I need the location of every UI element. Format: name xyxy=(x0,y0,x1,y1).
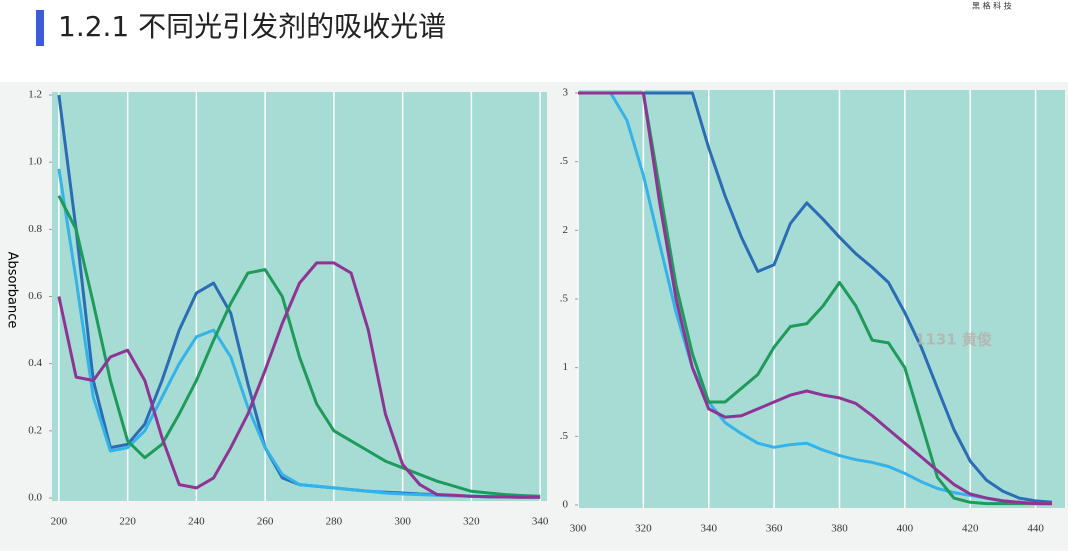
y-tick-label: 0.2 xyxy=(28,424,42,436)
x-tick-label: 420 xyxy=(962,523,979,535)
series-line xyxy=(57,261,541,499)
watermark: 1131 黄俊 xyxy=(915,331,992,349)
x-tick-label: 300 xyxy=(394,516,411,528)
y-tick-label: .5 xyxy=(560,293,569,305)
plot-background xyxy=(578,90,1065,508)
x-tick-label: 320 xyxy=(635,523,652,535)
logo: 黑 格 科 技 xyxy=(972,1,1012,11)
x-tick-label: 340 xyxy=(532,516,549,528)
x-tick-label: 400 xyxy=(897,523,914,535)
x-tick-label: 360 xyxy=(766,523,783,535)
x-tick-label: 380 xyxy=(831,523,848,535)
x-tick-label: 280 xyxy=(326,516,343,528)
y-tick-label: 0.8 xyxy=(28,223,42,235)
series-line xyxy=(57,195,541,498)
y-tick-label: 0.0 xyxy=(28,492,42,504)
x-tick-label: 440 xyxy=(1027,523,1044,535)
x-tick-label: 300 xyxy=(570,523,587,535)
y-tick-label: 1.2 xyxy=(28,89,42,101)
x-tick-label: 240 xyxy=(188,516,205,528)
y-tick-label: 0.6 xyxy=(28,290,42,302)
series-line xyxy=(578,91,1053,504)
y-tick-label: 2 xyxy=(563,224,569,236)
y-tick-label: 0 xyxy=(563,499,569,511)
x-tick-label: 340 xyxy=(700,523,717,535)
x-tick-label: 260 xyxy=(257,516,274,528)
y-tick-label: 3 xyxy=(563,87,569,99)
series-line xyxy=(578,91,1052,506)
x-tick-label: 200 xyxy=(51,516,68,528)
y-tick-label: 0.4 xyxy=(28,357,42,369)
y-tick-label: .5 xyxy=(560,155,569,167)
slide-title: 1.2.1 不同光引发剂的吸收光谱 xyxy=(58,10,446,43)
title-accent xyxy=(36,10,44,46)
plot-background xyxy=(52,92,547,501)
series-line xyxy=(578,91,1052,506)
y-tick-label: 1.0 xyxy=(28,156,42,168)
y-tick-label: .5 xyxy=(560,430,569,442)
y-axis-label: Absorbance xyxy=(5,252,20,329)
x-tick-label: 320 xyxy=(463,516,480,528)
x-tick-label: 220 xyxy=(119,516,136,528)
y-tick-label: 1 xyxy=(563,361,569,373)
